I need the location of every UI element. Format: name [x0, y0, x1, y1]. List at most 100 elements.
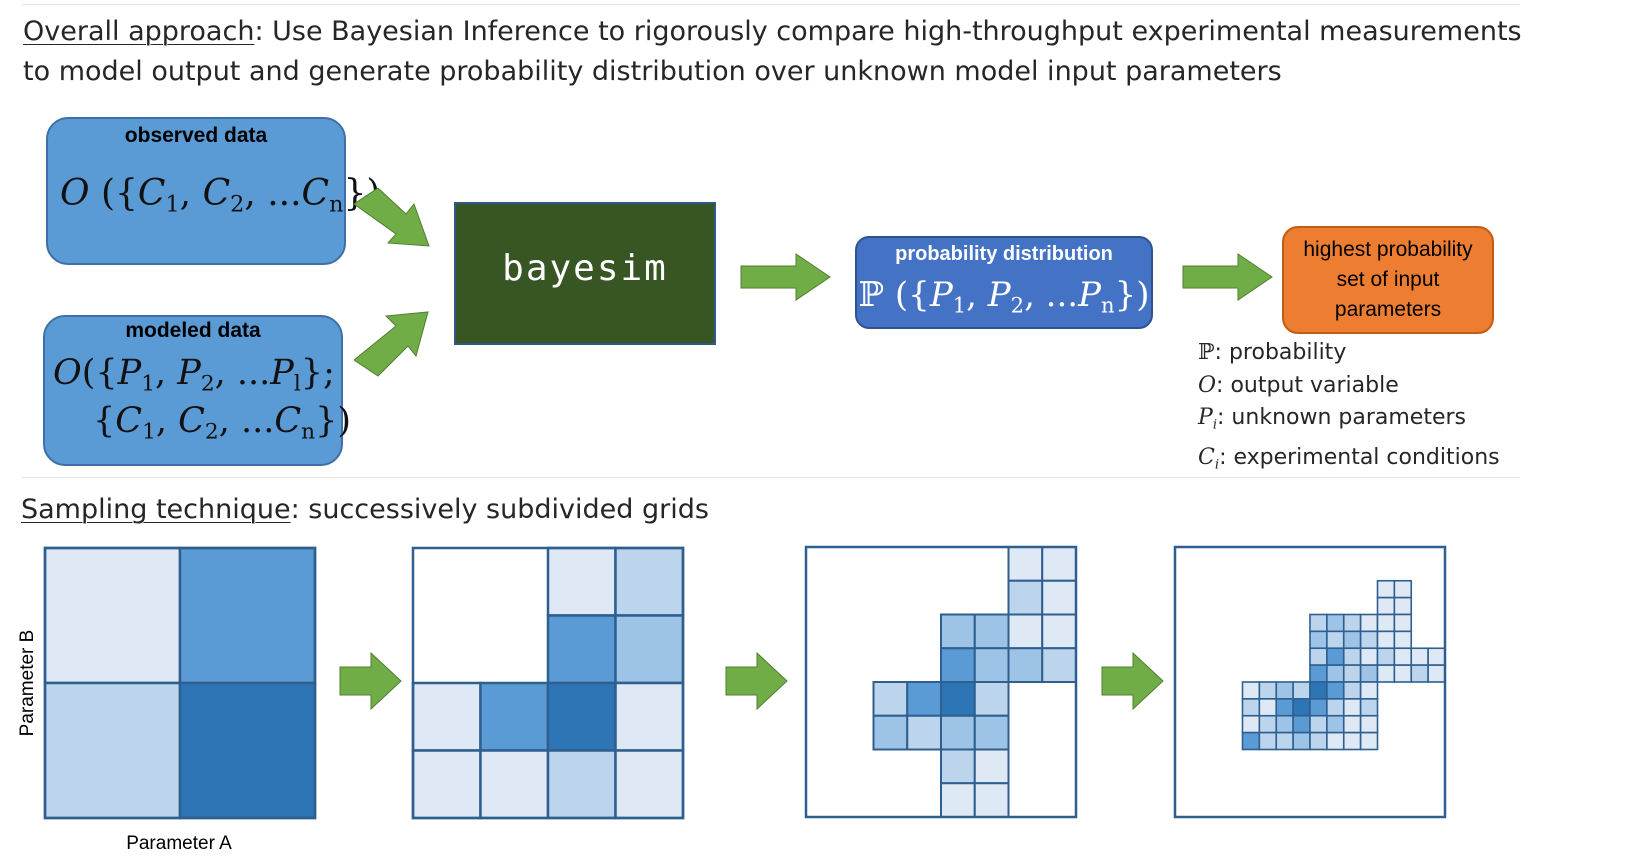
grid-cell: [973, 647, 1010, 683]
arrow-bayesim-to-probability: [740, 253, 831, 301]
symbol-legend: ℙ: probability O: output variable Pi: un…: [1198, 337, 1500, 482]
grid-cell: [1309, 647, 1328, 666]
grid-cell: [614, 681, 685, 752]
grid-cell: [43, 681, 182, 820]
grid-cell: [43, 546, 182, 685]
grid-cell: [1258, 698, 1278, 717]
grid-cell: [1326, 698, 1345, 717]
grid-cell: [940, 647, 976, 683]
grid-cell: [1309, 731, 1328, 751]
grid-cell: [1326, 613, 1345, 633]
grid-cell: [940, 748, 976, 785]
grid-cell: [1393, 647, 1413, 666]
modeled-data-title: modeled data: [125, 319, 261, 342]
legend-item-experimental-conditions: Ci: experimental conditions: [1198, 445, 1500, 473]
grid-cell: [1309, 714, 1328, 734]
grid-cell: [973, 714, 1010, 751]
grid-cell: [1309, 698, 1328, 717]
grid-cell: [1309, 613, 1328, 633]
observed-data-title: observed data: [124, 124, 268, 147]
arrow-grid-2-to-3: [725, 652, 788, 710]
grid-cell: [1275, 681, 1294, 700]
modeled-data-box: modeled data O({P1, P2, ...Pl}; {C1, C2,…: [43, 315, 351, 466]
grid-cell: [1376, 596, 1396, 616]
overall-approach-heading: Overall approach: Use Bayesian Inference…: [23, 11, 1522, 52]
grid-cell: [546, 681, 617, 752]
grid-cell: [1342, 664, 1362, 683]
grid-cell: [1359, 613, 1379, 633]
grid-cell: [1376, 664, 1396, 683]
sampling-technique-text: : successively subdivided grids: [290, 494, 709, 525]
x-axis-label: Parameter A: [126, 833, 232, 854]
grid-cell: [1309, 681, 1328, 700]
grid-cell: [546, 546, 617, 617]
observed-data-box: observed data O ({C1, C2, ...Cn}): [46, 117, 380, 265]
grid-cell: [1241, 681, 1261, 700]
grid-cell: [614, 749, 685, 820]
overall-approach-heading-line2: to model output and generate probability…: [23, 56, 1282, 87]
grid-cell: [1275, 698, 1294, 717]
grid-frame: [804, 545, 1078, 819]
grid-cell: [1342, 714, 1362, 734]
top-divider: [22, 4, 1520, 5]
grid-cell: [1326, 681, 1345, 700]
grid-cell: [940, 681, 976, 717]
sampling-grid-level-2: [411, 546, 685, 820]
grid-cell: [1241, 714, 1261, 734]
grid-cell: [1041, 647, 1077, 683]
grid-cell: [1376, 647, 1396, 666]
grid-cell: [1292, 681, 1311, 700]
grid-cell: [1393, 664, 1413, 683]
grid-cell: [1359, 647, 1379, 666]
grid-cell: [1393, 630, 1413, 650]
sampling-technique-heading: Sampling technique: successively subdivi…: [21, 489, 709, 530]
grid-cell: [546, 614, 617, 685]
sampling-grid-level-4: [1173, 545, 1447, 819]
overall-approach-text: : Use Bayesian Inference to rigorously c…: [254, 16, 1522, 47]
grid-cell: [1326, 714, 1345, 734]
grid-cell: [1410, 664, 1429, 683]
sampling-technique-label: Sampling technique: [21, 494, 291, 525]
grid-cell: [1292, 698, 1311, 717]
grid-cell: [1342, 647, 1362, 666]
grid-cell: [1041, 613, 1077, 650]
legend-item-unknown-parameters: Pi: unknown parameters: [1198, 405, 1467, 433]
grid-cell: [411, 681, 482, 752]
grid-cell: [1410, 647, 1429, 666]
grid-cell: [479, 681, 550, 752]
grid-cell: [1275, 714, 1294, 734]
grid-cell: [973, 613, 1010, 650]
grid-cell: [1258, 731, 1278, 751]
grid-cell: [1376, 579, 1396, 599]
grid-cell: [1342, 630, 1362, 650]
grid-cell: [1376, 630, 1396, 650]
arrow-modeled-to-bayesim: [354, 311, 429, 377]
overall-approach-label: Overall approach: [23, 16, 255, 47]
sampling-grid-level-1: [43, 546, 317, 820]
arrow-grid-3-to-4: [1101, 652, 1164, 710]
grid-cell: [1342, 698, 1362, 717]
grid-cell: [1241, 698, 1261, 717]
sampling-grid-level-3: [804, 545, 1078, 819]
legend-item-output-variable: O: output variable: [1198, 372, 1399, 398]
grid-cell: [872, 714, 909, 751]
middle-divider: [22, 477, 1520, 478]
grid-cell: [178, 546, 317, 685]
grid-cell: [1427, 664, 1446, 683]
grid-cell: [940, 613, 976, 650]
grid-cell: [1007, 647, 1044, 683]
grid-cell: [1376, 613, 1396, 633]
grid-frame: [43, 546, 317, 820]
grid-cell: [1326, 630, 1345, 650]
arrow-observed-to-bayesim: [354, 188, 430, 247]
grid-cell: [1359, 731, 1379, 751]
grid-cell: [1359, 664, 1379, 683]
modeled-data-formula-line1: O({P1, P2, ...Pl};: [53, 353, 335, 397]
grid-cell: [479, 749, 550, 820]
grid-cell: [411, 749, 482, 820]
grid-cell: [973, 748, 1010, 785]
grid-cell: [1342, 613, 1362, 633]
grid-cell: [906, 714, 942, 751]
grid-cell: [614, 614, 685, 685]
grid-cell: [1342, 731, 1362, 751]
